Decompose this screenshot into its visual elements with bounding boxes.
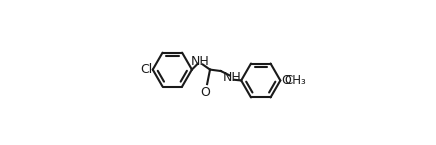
Text: O: O	[281, 74, 291, 87]
Text: O: O	[201, 86, 211, 99]
Text: CH₃: CH₃	[284, 74, 306, 87]
Text: NH: NH	[191, 55, 209, 68]
Text: NH: NH	[222, 71, 241, 84]
Text: Cl: Cl	[140, 63, 152, 76]
